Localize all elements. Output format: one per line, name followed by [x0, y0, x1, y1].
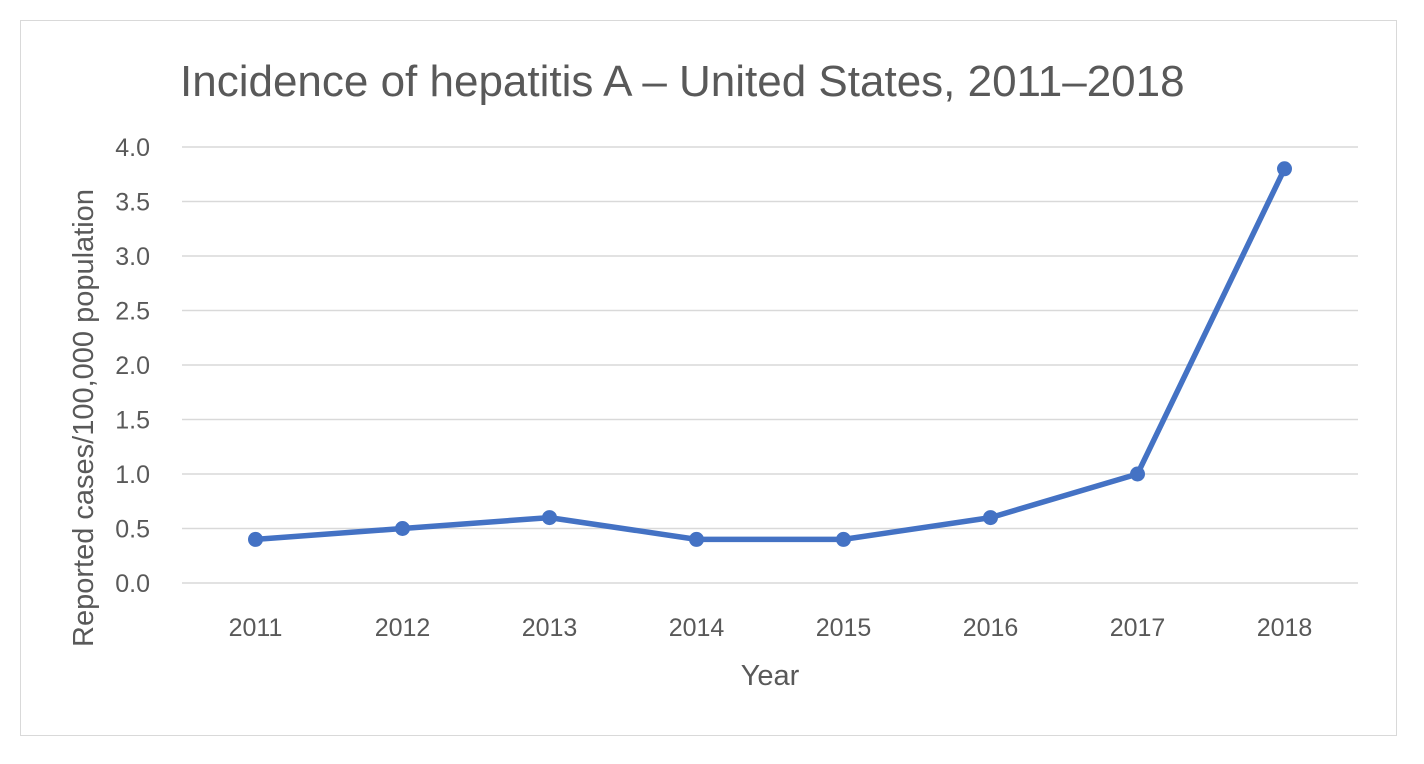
chart-frame: [20, 20, 1397, 736]
y-tick-label: 1.0: [115, 461, 150, 489]
x-tick-label: 2018: [1257, 614, 1313, 642]
data-point[interactable]: [1277, 161, 1292, 177]
y-tick-label: 0.5: [115, 516, 150, 544]
y-tick-label: 0.0: [115, 570, 150, 598]
data-point[interactable]: [248, 531, 263, 547]
x-tick-label: 2013: [522, 614, 578, 642]
y-tick-label: 1.5: [115, 407, 150, 435]
data-point[interactable]: [689, 531, 704, 547]
y-axis-ticks: 0.0 0.5 1.0 1.5 2.0 2.5 3.0 3.5 4.0: [115, 134, 150, 598]
data-point[interactable]: [395, 521, 410, 536]
y-tick-label: 2.0: [115, 352, 150, 380]
x-tick-label: 2012: [375, 614, 431, 642]
x-tick-label: 2014: [669, 614, 725, 642]
data-point[interactable]: [542, 510, 557, 526]
series-line-group: [248, 161, 1292, 547]
data-point[interactable]: [1130, 466, 1145, 482]
x-tick-label: 2011: [229, 614, 283, 642]
x-axis-ticks: 2011 2012 2013 2014 2015 2016 2017 2018: [229, 614, 1313, 642]
x-tick-label: 2015: [816, 614, 872, 642]
y-axis-title: Reported cases/100,000 population: [68, 189, 100, 647]
y-tick-label: 3.0: [115, 243, 150, 271]
data-point[interactable]: [983, 510, 998, 526]
series-line: [252, 166, 1288, 543]
chart-title: Incidence of hepatitis A – United States…: [180, 57, 1185, 106]
data-point[interactable]: [836, 531, 851, 547]
x-tick-label: 2017: [1110, 614, 1166, 642]
y-tick-label: 2.5: [115, 298, 150, 326]
y-tick-label: 4.0: [115, 134, 150, 162]
y-tick-label: 3.5: [115, 189, 150, 217]
x-tick-label: 2016: [963, 614, 1019, 642]
gridlines: [182, 146, 1358, 584]
x-axis-title: Year: [741, 660, 800, 692]
